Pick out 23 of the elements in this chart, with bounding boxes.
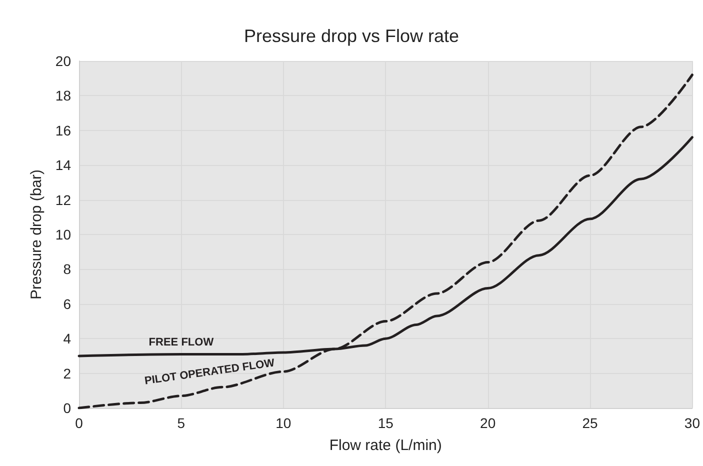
x-axis-title: Flow rate (L/min) (329, 437, 442, 454)
x-tick-label: 15 (378, 415, 394, 431)
x-tick-label: 0 (75, 415, 84, 431)
y-tick-label: 4 (63, 330, 72, 347)
x-tick-label: 20 (480, 415, 496, 431)
x-tick-label: 10 (276, 415, 292, 431)
y-axis-title: Pressure drop (bar) (28, 169, 45, 300)
series-label: FREE FLOW (148, 336, 214, 349)
x-tick-label: 5 (177, 415, 186, 431)
y-tick-label: 2 (63, 365, 72, 382)
y-tick-label: 16 (55, 122, 72, 138)
y-tick-label: 0 (63, 400, 72, 416)
y-tick-label: 10 (55, 226, 72, 242)
text: PILOT OPERATED FLOW (144, 357, 276, 388)
y-tick-label: 18 (55, 88, 72, 104)
y-tick-label: 20 (55, 53, 72, 69)
y-tick-label: 14 (55, 157, 72, 174)
y-tick-label: 6 (63, 296, 72, 312)
y-tick-label: 12 (55, 192, 72, 208)
x-tick-label: 25 (582, 415, 598, 431)
chart-title: Pressure drop vs Flow rate (244, 26, 460, 46)
y-tick-label: 8 (63, 261, 72, 278)
x-tick-label: 30 (684, 415, 700, 431)
